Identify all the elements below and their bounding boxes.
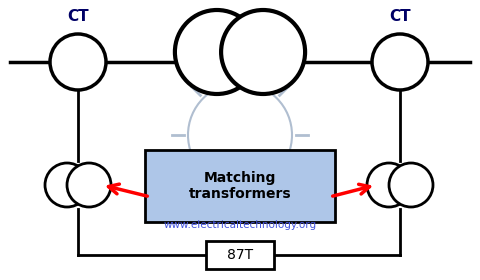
Bar [225, 187, 255, 217]
Circle shape [175, 10, 259, 94]
Text: CT: CT [67, 9, 89, 24]
Text: Matching
transformers: Matching transformers [189, 171, 291, 201]
Bar [206, 241, 274, 269]
Text: 87T: 87T [227, 248, 253, 262]
Circle shape [45, 163, 89, 207]
Circle shape [389, 163, 433, 207]
Circle shape [221, 10, 305, 94]
Circle shape [367, 163, 411, 207]
Text: CT: CT [389, 9, 411, 24]
Text: www.electricaltechnology.org: www.electricaltechnology.org [163, 220, 317, 230]
Bar [145, 150, 335, 222]
Circle shape [372, 34, 428, 90]
Circle shape [50, 34, 106, 90]
Circle shape [67, 163, 111, 207]
